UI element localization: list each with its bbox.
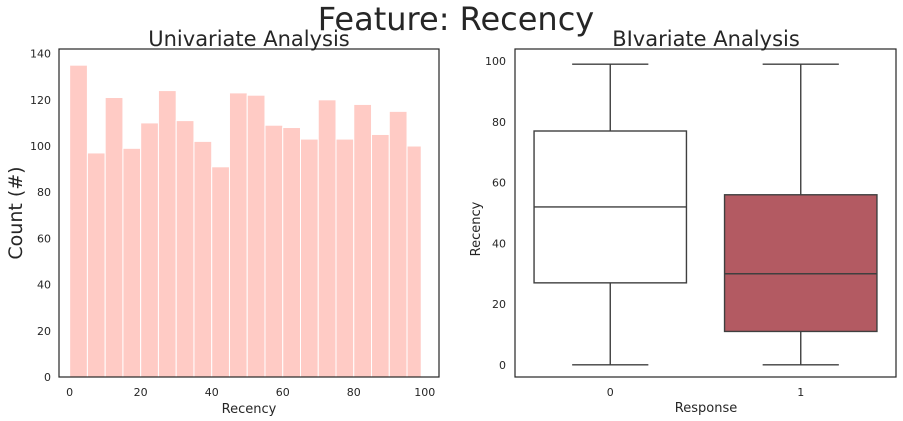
histogram-bar	[211, 166, 230, 378]
histogram-x-tick-label: 20	[134, 386, 148, 399]
histogram-bar	[157, 90, 177, 378]
histogram-y-label: Count (#)	[5, 166, 27, 259]
boxplot-boxes	[533, 63, 878, 366]
histogram-x-label: Recency	[222, 402, 277, 417]
univariate-panel: Univariate Analysis 0 20 40 60 80 100 0 20 40 60…	[5, 27, 440, 417]
boxplot-y-tick-label: 100	[485, 55, 506, 68]
histogram-bar	[371, 133, 390, 378]
boxplot-box	[723, 194, 878, 333]
figure-title: Feature: Recency	[318, 0, 594, 38]
histogram-bar	[104, 97, 124, 378]
boxplot-x-label: Response	[675, 401, 737, 416]
histogram-bar	[228, 92, 248, 378]
bivariate-title: BIvariate Analysis	[612, 27, 800, 51]
boxplot-y-label: Recency	[469, 201, 484, 256]
histogram-bar	[69, 64, 88, 378]
boxplot-frame	[514, 48, 897, 378]
histogram-bar	[282, 127, 301, 378]
histogram-y-tick-label: 140	[30, 48, 51, 61]
histogram-bars	[69, 64, 422, 378]
histogram-bar	[246, 94, 266, 378]
histogram-y-tick-label: 120	[30, 94, 51, 107]
histogram-x-tick-label: 80	[347, 386, 361, 399]
histogram-x-tick-label: 60	[276, 386, 290, 399]
histogram-frame	[58, 48, 440, 378]
histogram-bar	[299, 138, 319, 378]
histogram-y-ticks: 0 20 40 60 80 100 120 140	[30, 48, 51, 384]
histogram-bar	[388, 110, 408, 378]
histogram-bar	[86, 152, 106, 378]
boxplot-y-tick-label: 0	[499, 359, 506, 372]
histogram-y-tick-label: 60	[37, 232, 51, 245]
histogram-bar	[175, 120, 195, 378]
histogram-bar	[122, 147, 142, 378]
histogram-y-tick-label: 0	[44, 371, 51, 384]
histogram-bar	[335, 138, 355, 378]
boxplot-x-tick-label: 0	[607, 386, 614, 399]
univariate-title: Univariate Analysis	[148, 27, 350, 51]
boxplot-y-ticks: 0 20 40 60 80 100	[485, 55, 506, 372]
boxplot-y-tick-label: 40	[492, 237, 506, 250]
boxplot-y-tick-label: 20	[492, 298, 506, 311]
histogram-y-tick-label: 80	[37, 186, 51, 199]
histogram-bar	[264, 124, 284, 378]
boxplot-y-tick-label: 60	[492, 177, 506, 190]
histogram-x-tick-label: 100	[414, 386, 435, 399]
boxplot-x-tick-label: 1	[797, 386, 804, 399]
histogram-bar	[353, 103, 373, 378]
histogram-bar	[193, 140, 213, 378]
boxplot-y-tick-label: 80	[492, 116, 506, 129]
histogram-x-tick-label: 0	[66, 386, 73, 399]
histogram-bar	[140, 122, 159, 378]
histogram-y-tick-label: 40	[37, 279, 51, 292]
histogram-x-tick-label: 40	[205, 386, 219, 399]
histogram-y-tick-label: 100	[30, 140, 51, 153]
histogram-bar	[406, 145, 422, 378]
histogram-x-ticks: 0 20 40 60 80 100	[66, 386, 435, 399]
histogram-y-tick-label: 20	[37, 325, 51, 338]
histogram-bar	[317, 99, 337, 378]
